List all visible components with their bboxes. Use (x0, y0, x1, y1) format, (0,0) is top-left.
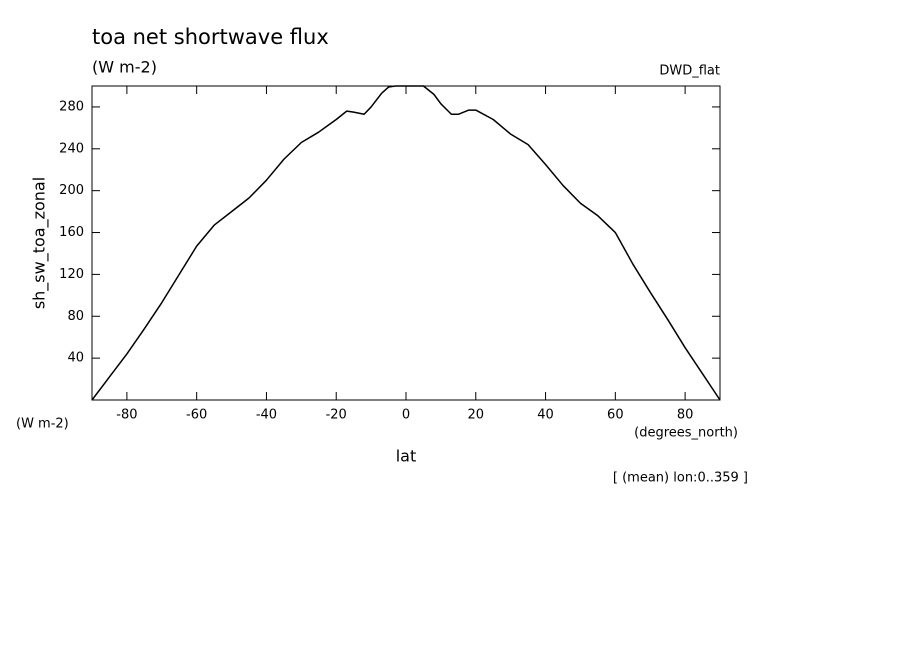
chart-title: toa net shortwave flux (92, 25, 329, 49)
subtitle: (W m-2) (92, 58, 157, 77)
y-units: (W m-2) (16, 417, 69, 432)
x-units: (degrees_north) (634, 426, 738, 441)
x-tick-label: -60 (186, 408, 207, 423)
x-tick-label: 40 (537, 408, 554, 423)
x-tick-label: -80 (116, 408, 137, 423)
y-tick-label: 160 (59, 225, 84, 240)
y-tick-label: 200 (59, 183, 84, 198)
y-tick-label: 80 (67, 309, 84, 324)
x-tick-label: 0 (402, 408, 410, 423)
x-tick-label: 60 (607, 408, 624, 423)
y-tick-label: 240 (59, 141, 84, 156)
x-tick-label: -20 (326, 408, 347, 423)
x-tick-label: -40 (256, 408, 277, 423)
y-tick-label: 40 (67, 351, 84, 366)
x-tick-label: 20 (468, 408, 485, 423)
annotation: [ (mean) lon:0..359 ] (613, 471, 748, 486)
data-line (91, 85, 721, 401)
dataset-label: DWD_flat (659, 64, 720, 79)
y-tick-label: 280 (59, 99, 84, 114)
y-axis-label: sh_sw_toa_zonal (30, 177, 50, 309)
x-tick-label: 80 (677, 408, 694, 423)
x-axis-label: lat (396, 447, 417, 466)
y-tick-label: 120 (59, 267, 84, 282)
